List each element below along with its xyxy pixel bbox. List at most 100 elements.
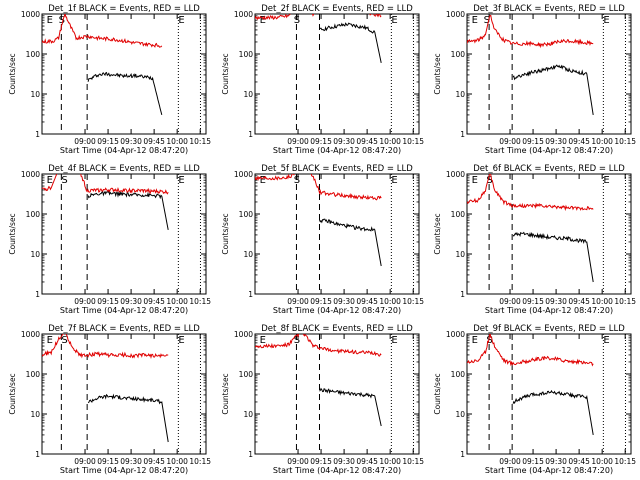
y-tick-label: 100: [239, 370, 254, 379]
x-tick-label: 09:45: [356, 457, 378, 466]
x-tick-label: 09:45: [568, 137, 590, 146]
x-tick-label: 10:00: [166, 297, 188, 306]
y-axis-label: Counts/sec: [433, 373, 442, 414]
x-axis-label: Start Time (04-Apr-12 08:47:20): [485, 466, 613, 475]
y-tick-label: 100: [239, 50, 254, 59]
event-marker-label: E: [603, 15, 609, 26]
y-tick-label: 10: [455, 410, 465, 419]
y-axis-label: Counts/sec: [221, 373, 230, 414]
series-events-line: [319, 387, 382, 427]
x-tick-label: 10:15: [614, 457, 636, 466]
x-tick-label: 09:30: [545, 297, 567, 306]
x-tick-label: 09:15: [310, 457, 332, 466]
x-tick-label: 10:00: [379, 137, 401, 146]
event-marker-label: E: [603, 175, 609, 186]
y-axis-label: Counts/sec: [433, 213, 442, 254]
plot-frame: [254, 173, 420, 295]
panel-title: Det_4f BLACK = Events, RED = LLD: [48, 164, 200, 174]
y-tick-label: 10: [243, 90, 253, 99]
event-marker-label: S: [484, 15, 490, 26]
y-axis-label: Counts/sec: [433, 53, 442, 94]
x-tick-label: 09:00: [499, 297, 521, 306]
y-tick-label: 1: [35, 290, 40, 299]
y-tick-label: 1000: [234, 170, 253, 179]
x-tick-label: 09:45: [356, 137, 378, 146]
x-tick-label: 09:45: [568, 297, 590, 306]
series-lld-line: [255, 14, 382, 21]
event-marker-label: E: [47, 15, 53, 26]
y-tick-label: 10: [30, 410, 40, 419]
y-tick-label: 1000: [234, 330, 253, 339]
detector-panel-9: Det_9f BLACK = Events, RED = LLD 1 10 100 10…: [433, 324, 636, 475]
x-tick-label: 09:15: [97, 137, 119, 146]
event-marker-label: E: [472, 15, 478, 26]
x-tick-label: 10:15: [189, 137, 211, 146]
event-marker-label: S: [486, 175, 492, 186]
y-tick-label: 1000: [21, 330, 40, 339]
plot-frame: [466, 333, 632, 455]
y-axis-label: Counts/sec: [8, 373, 17, 414]
x-tick-label: 10:15: [189, 297, 211, 306]
x-tick-label: 09:15: [97, 297, 119, 306]
y-tick-label: 1000: [234, 10, 253, 19]
event-marker-label: S: [61, 335, 67, 346]
x-tick-label: 09:15: [310, 137, 332, 146]
x-tick-label: 10:00: [591, 297, 613, 306]
event-marker-label: S: [294, 15, 300, 26]
y-tick-label: 1: [248, 290, 253, 299]
series-events-line: [512, 64, 594, 115]
x-tick-label: 10:00: [591, 137, 613, 146]
series-events-line: [87, 71, 163, 116]
y-tick-label: 1: [248, 130, 253, 139]
series-events-line: [512, 231, 594, 283]
series-lld-line: [42, 334, 169, 360]
detector-panel-2: Det_2f BLACK = Events, RED = LLD 1 10 100 10…: [221, 4, 424, 155]
y-axis-label: Counts/sec: [221, 213, 230, 254]
x-tick-label: 09:30: [545, 457, 567, 466]
event-marker-label: S: [486, 335, 492, 346]
event-marker-label: E: [260, 335, 266, 346]
y-tick-label: 100: [26, 370, 41, 379]
x-tick-label: 09:30: [120, 457, 142, 466]
x-tick-label: 09:45: [143, 137, 165, 146]
x-tick-label: 10:15: [614, 297, 636, 306]
y-tick-label: 1000: [446, 170, 465, 179]
x-tick-label: 10:15: [614, 137, 636, 146]
y-tick-label: 10: [30, 250, 40, 259]
event-marker-label: E: [391, 15, 397, 26]
x-tick-label: 09:00: [287, 297, 309, 306]
x-axis-label: Start Time (04-Apr-12 08:47:20): [273, 306, 401, 315]
x-tick-label: 09:15: [522, 137, 544, 146]
y-axis-label: Counts/sec: [8, 213, 17, 254]
event-marker-label: E: [260, 175, 266, 186]
plot-frame: [41, 333, 207, 455]
panel-title: Det_5f BLACK = Events, RED = LLD: [261, 164, 413, 174]
x-tick-label: 10:15: [402, 457, 424, 466]
panel-title: Det_8f BLACK = Events, RED = LLD: [261, 324, 413, 334]
panel-title: Det_9f BLACK = Events, RED = LLD: [473, 324, 625, 334]
y-tick-label: 1: [35, 450, 40, 459]
y-tick-label: 100: [451, 50, 466, 59]
series-events-line: [512, 389, 594, 435]
x-tick-label: 09:45: [568, 457, 590, 466]
event-marker-label: E: [391, 175, 397, 186]
x-tick-label: 09:30: [120, 137, 142, 146]
event-marker-label: E: [47, 335, 53, 346]
series-events-line: [87, 190, 169, 230]
x-tick-label: 10:15: [402, 297, 424, 306]
x-axis-label: Start Time (04-Apr-12 08:47:20): [60, 306, 188, 315]
panel-title: Det_3f BLACK = Events, RED = LLD: [473, 4, 625, 14]
x-axis-label: Start Time (04-Apr-12 08:47:20): [485, 306, 613, 315]
y-tick-label: 1000: [446, 330, 465, 339]
x-tick-label: 09:30: [333, 137, 355, 146]
y-tick-label: 1000: [21, 10, 40, 19]
x-axis-label: Start Time (04-Apr-12 08:47:20): [60, 146, 188, 155]
y-tick-label: 10: [455, 90, 465, 99]
y-tick-label: 100: [26, 210, 41, 219]
x-tick-label: 10:00: [379, 297, 401, 306]
x-tick-label: 09:00: [499, 137, 521, 146]
y-tick-label: 1: [460, 450, 465, 459]
detector-panel-5: Det_5f BLACK = Events, RED = LLD 1 10 100 10…: [221, 164, 424, 315]
series-lld-line: [42, 14, 163, 48]
